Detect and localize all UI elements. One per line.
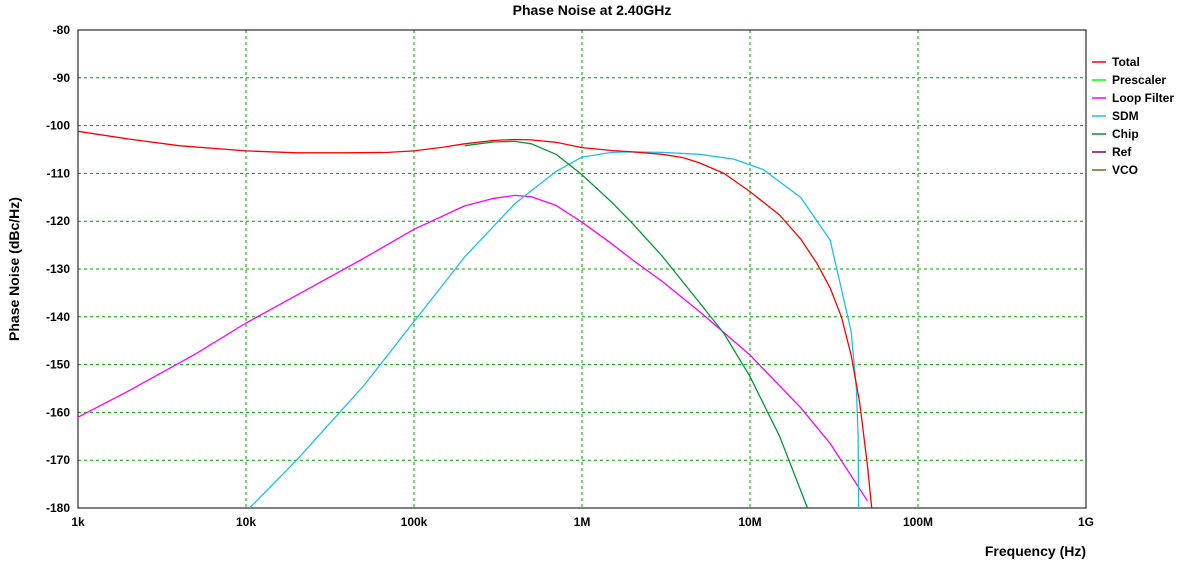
y-tick-label: -90 xyxy=(53,71,71,85)
series-line-total xyxy=(78,130,873,508)
x-tick-label: 100k xyxy=(401,515,428,529)
series-line-sdm xyxy=(249,151,860,508)
legend-label: Prescaler xyxy=(1112,73,1166,87)
y-tick-labels: -80 -90 -100 -110 -120 -130 -140 -150 -160 -170 -1… xyxy=(46,23,70,515)
legend-label: VCO xyxy=(1112,163,1138,177)
y-tick-label: -120 xyxy=(46,214,70,228)
x-tick-label: 1M xyxy=(574,515,591,529)
series-line-chip xyxy=(464,140,809,508)
chart-grid xyxy=(77,29,1087,509)
chart-title: Phase Noise at 2.40GHz xyxy=(513,2,672,18)
series-line-loop-filter xyxy=(78,194,868,502)
plot-area-frame xyxy=(77,29,1087,509)
x-tick-label: 100M xyxy=(903,515,933,529)
x-tick-label: 10M xyxy=(738,515,761,529)
legend-label: Ref xyxy=(1112,145,1132,159)
legend-label: SDM xyxy=(1112,109,1139,123)
y-tick-label: -130 xyxy=(46,262,70,276)
series-layer xyxy=(78,130,873,508)
y-axis-label: Phase Noise (dBc/Hz) xyxy=(6,197,22,341)
x-tick-label: 1k xyxy=(71,515,85,529)
y-tick-label: -100 xyxy=(46,119,70,133)
y-tick-label: -180 xyxy=(46,501,70,515)
x-axis-label: Frequency (Hz) xyxy=(985,543,1086,559)
legend-label: Total xyxy=(1112,55,1140,69)
legend-label: Chip xyxy=(1112,127,1139,141)
y-tick-label: -140 xyxy=(46,310,70,324)
legend: Total Prescaler Loop Filter SDM Chip Ref VCO xyxy=(1092,55,1174,177)
y-tick-label: -150 xyxy=(46,358,70,372)
y-tick-label: -170 xyxy=(46,453,70,467)
x-tick-label: 1G xyxy=(1078,515,1094,529)
x-tick-label: 10k xyxy=(236,515,256,529)
x-tick-labels: 1k 10k 100k 1M 10M 100M 1G xyxy=(71,515,1094,529)
legend-label: Loop Filter xyxy=(1112,91,1174,105)
y-tick-label: -110 xyxy=(47,166,71,180)
y-tick-label: -160 xyxy=(46,405,70,419)
y-tick-label: -80 xyxy=(53,23,71,37)
